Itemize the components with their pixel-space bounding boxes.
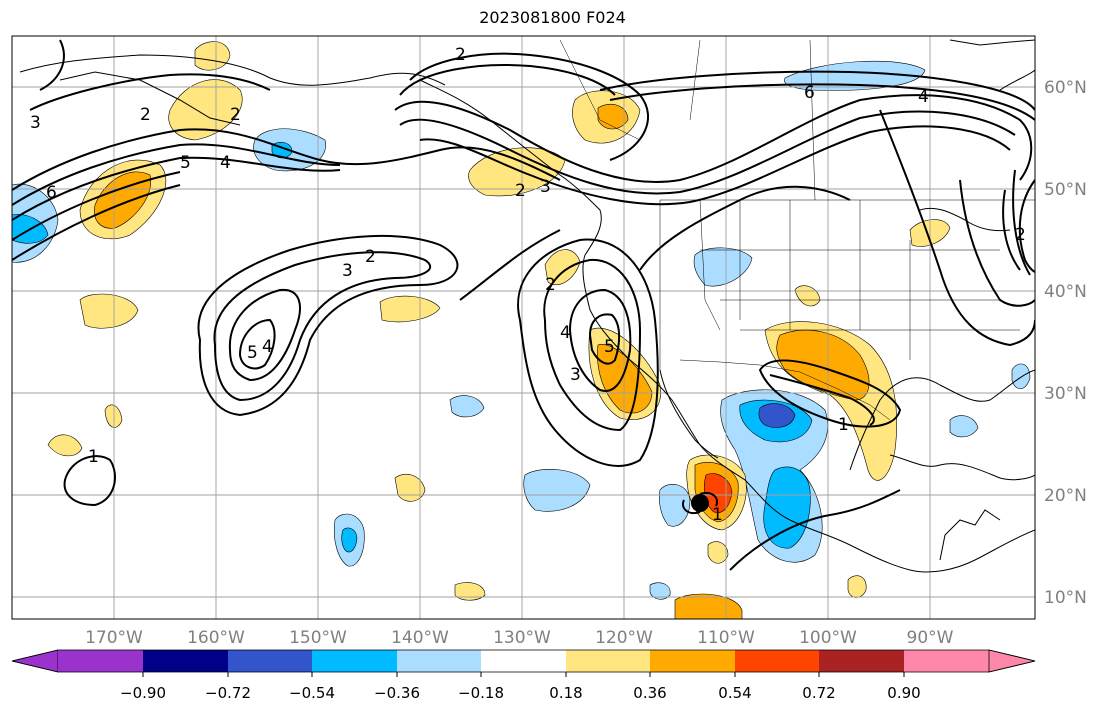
negative-anomaly-core	[341, 527, 358, 553]
longitude-axis: 170°W 160°W 150°W 140°W 130°W 120°W 110°…	[85, 628, 954, 648]
contour-label: 2	[1015, 225, 1026, 245]
negative-anomaly-strong-core	[758, 403, 796, 428]
colorbar-segment	[312, 650, 397, 672]
colorbar-tick-label: 0.36	[633, 684, 666, 702]
negative-anomaly-area	[449, 395, 485, 418]
positive-anomaly-area	[194, 41, 231, 71]
negative-anomaly-area	[649, 582, 671, 600]
lat-tick-label: 20°N	[1044, 486, 1087, 506]
contour-label: 6	[804, 83, 815, 103]
colorbar-segment	[397, 650, 481, 672]
contour-label: 2	[515, 181, 526, 201]
positive-anomaly-area	[454, 582, 486, 601]
contour-label: 4	[918, 87, 929, 107]
positive-anomaly-area	[847, 575, 867, 598]
colorbar-high-extension	[988, 649, 1036, 673]
contour-label: 2	[365, 247, 376, 267]
colorbar-segment	[58, 650, 143, 672]
contour-label: 3	[342, 261, 353, 281]
colorbar-tick-label: −0.36	[374, 684, 420, 702]
colorbar-segment	[819, 650, 904, 672]
lon-tick-label: 110°W	[697, 628, 755, 648]
colorbar-tick-label: 0.90	[887, 684, 920, 702]
lat-tick-label: 10°N	[1044, 588, 1087, 608]
contour-label: 3	[570, 365, 581, 385]
coastlines	[19, 39, 1035, 573]
colorbar-tick-label: 0.54	[718, 684, 751, 702]
contour-label: 2	[455, 45, 466, 65]
contour-label: 3	[540, 177, 551, 197]
lon-tick-label: 160°W	[187, 628, 245, 648]
contour-label: 3	[30, 113, 41, 133]
lat-tick-label: 30°N	[1044, 384, 1087, 404]
positive-anomaly-area	[168, 79, 243, 141]
contour-label: 2	[230, 105, 241, 125]
contour-label: 1	[712, 505, 723, 525]
positive-anomaly-area	[379, 295, 441, 323]
contour-label: 2	[140, 105, 151, 125]
negative-anomaly-area	[693, 247, 753, 287]
negative-anomaly-area	[784, 60, 926, 91]
contour-label: 5	[247, 343, 258, 363]
colorbar-ticks	[142, 672, 905, 677]
positive-anomaly-area	[394, 474, 426, 502]
negative-anomaly-area	[1011, 363, 1031, 390]
lon-tick-label: 130°W	[493, 628, 551, 648]
colorbar-tick-label: 0.18	[549, 684, 582, 702]
contour-label: 2	[545, 275, 556, 295]
lon-tick-label: 150°W	[289, 628, 347, 648]
contour-label: 5	[604, 337, 615, 357]
lat-tick-label: 40°N	[1044, 282, 1087, 302]
contour-label: 6	[46, 183, 57, 203]
colorbar-segment	[481, 650, 566, 672]
lon-tick-label: 100°W	[799, 628, 857, 648]
contour-label: 4	[220, 153, 231, 173]
contour-label: 1	[88, 447, 99, 467]
strong-positive-anomaly-area	[94, 171, 152, 229]
negative-anomaly-area	[523, 469, 591, 512]
positive-anomaly-area	[707, 541, 729, 564]
positive-anomaly-area	[47, 434, 83, 457]
colorbar-tick-label: −0.90	[120, 684, 166, 702]
political-borders	[559, 39, 1035, 421]
contour-label: 4	[262, 337, 273, 357]
contour-label: 1	[838, 415, 849, 435]
contour-lines	[12, 39, 1035, 571]
colorbar-tick-label: −0.72	[205, 684, 251, 702]
colorbar-segment	[904, 650, 989, 672]
lon-tick-label: 120°W	[595, 628, 653, 648]
lat-tick-label: 50°N	[1044, 180, 1087, 200]
positive-anomaly-area	[79, 293, 139, 329]
colorbar-segment	[650, 650, 735, 672]
contour-label: 4	[560, 323, 571, 343]
latitude-axis: 60°N 50°N 40°N 30°N 20°N 10°N	[1044, 78, 1087, 608]
lat-tick-label: 60°N	[1044, 78, 1087, 98]
contour-labels: 2 2 2 2 2 2 2 3 3 3 3 4 4 4 4 5 5 5 6 6 …	[30, 45, 1026, 525]
colorbar-segment	[143, 650, 228, 672]
plot-frame	[11, 35, 1036, 620]
colorbar-segment	[735, 650, 819, 672]
colorbar-segment	[566, 650, 650, 672]
map-title: 2023081800 F024	[479, 8, 626, 27]
strong-positive-anomaly-area	[597, 344, 653, 414]
negative-anomaly-core	[763, 466, 811, 549]
negative-anomaly-area	[949, 415, 979, 438]
colorbar-tick-label: −0.54	[289, 684, 335, 702]
lon-tick-label: 140°W	[391, 628, 449, 648]
colorbar-tick-labels: −0.90 −0.72 −0.54 −0.36 −0.18 0.18 0.36 …	[120, 684, 921, 702]
colorbar-segment	[228, 650, 312, 672]
tropical-cyclone-symbol	[682, 492, 718, 514]
colorbar: −0.90 −0.72 −0.54 −0.36 −0.18 0.18 0.36 …	[11, 649, 1036, 702]
lon-tick-label: 170°W	[85, 628, 143, 648]
lon-tick-label: 90°W	[907, 628, 954, 648]
colorbar-tick-label: 0.72	[802, 684, 835, 702]
colorbar-low-extension	[11, 649, 59, 673]
plot-background	[12, 36, 1035, 619]
contour-label: 5	[180, 153, 191, 173]
colorbar-tick-label: −0.18	[458, 684, 504, 702]
positive-anomaly-area	[104, 404, 123, 428]
